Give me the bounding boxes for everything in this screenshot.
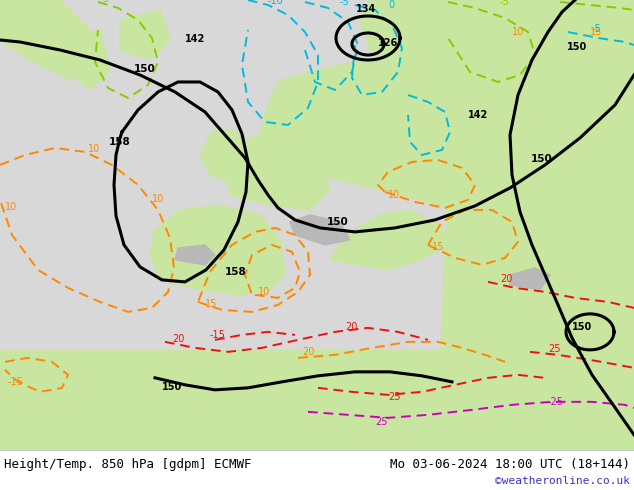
Text: 126: 126 bbox=[378, 38, 398, 48]
Polygon shape bbox=[260, 50, 634, 230]
Text: 15: 15 bbox=[590, 27, 602, 37]
Text: -15: -15 bbox=[8, 377, 24, 387]
Text: 142: 142 bbox=[185, 34, 205, 44]
Text: 158: 158 bbox=[225, 267, 247, 277]
Polygon shape bbox=[175, 245, 215, 265]
Text: 150: 150 bbox=[134, 64, 156, 74]
Text: -5: -5 bbox=[592, 24, 602, 34]
Polygon shape bbox=[360, 0, 634, 120]
Polygon shape bbox=[225, 135, 330, 210]
Text: 142: 142 bbox=[468, 110, 488, 120]
Text: 25: 25 bbox=[548, 344, 560, 354]
Text: 20: 20 bbox=[345, 322, 358, 332]
Text: 25: 25 bbox=[388, 392, 401, 402]
Text: Mo 03-06-2024 18:00 UTC (18+144): Mo 03-06-2024 18:00 UTC (18+144) bbox=[390, 458, 630, 471]
Text: 20: 20 bbox=[500, 274, 512, 284]
Text: -5: -5 bbox=[500, 0, 510, 7]
Text: -25: -25 bbox=[548, 397, 564, 407]
Text: 10: 10 bbox=[388, 190, 400, 200]
Text: -5: -5 bbox=[340, 0, 350, 7]
Text: Height/Temp. 850 hPa [gdpm] ECMWF: Height/Temp. 850 hPa [gdpm] ECMWF bbox=[4, 458, 252, 471]
Text: 150: 150 bbox=[162, 382, 182, 392]
Text: 10: 10 bbox=[88, 144, 100, 154]
Text: 0: 0 bbox=[388, 0, 394, 10]
Text: 10: 10 bbox=[258, 287, 270, 297]
Text: 15: 15 bbox=[205, 299, 217, 309]
Text: 15: 15 bbox=[432, 242, 444, 252]
Polygon shape bbox=[290, 215, 350, 245]
Text: 5: 5 bbox=[102, 0, 108, 4]
Text: -10: -10 bbox=[268, 0, 284, 6]
Polygon shape bbox=[200, 130, 245, 180]
Polygon shape bbox=[0, 0, 90, 80]
Text: 10: 10 bbox=[152, 194, 164, 204]
Polygon shape bbox=[0, 0, 634, 450]
Polygon shape bbox=[0, 350, 634, 450]
Text: 150: 150 bbox=[531, 154, 553, 164]
Text: 150: 150 bbox=[327, 217, 349, 227]
Polygon shape bbox=[440, 60, 634, 450]
Polygon shape bbox=[510, 250, 634, 370]
Text: ©weatheronline.co.uk: ©weatheronline.co.uk bbox=[495, 476, 630, 486]
Text: 150: 150 bbox=[572, 322, 592, 332]
Polygon shape bbox=[60, 30, 110, 90]
Polygon shape bbox=[330, 210, 450, 270]
Text: 25: 25 bbox=[375, 417, 387, 427]
Text: -15: -15 bbox=[210, 330, 226, 340]
Text: 150: 150 bbox=[567, 42, 587, 52]
Polygon shape bbox=[150, 205, 285, 295]
Polygon shape bbox=[120, 10, 170, 60]
Text: 10: 10 bbox=[5, 202, 17, 212]
Polygon shape bbox=[510, 268, 550, 290]
Text: 10: 10 bbox=[512, 27, 524, 37]
Text: 20: 20 bbox=[302, 347, 314, 357]
Text: 20: 20 bbox=[172, 334, 184, 344]
Text: 134: 134 bbox=[356, 4, 376, 14]
Text: 158: 158 bbox=[109, 137, 131, 147]
